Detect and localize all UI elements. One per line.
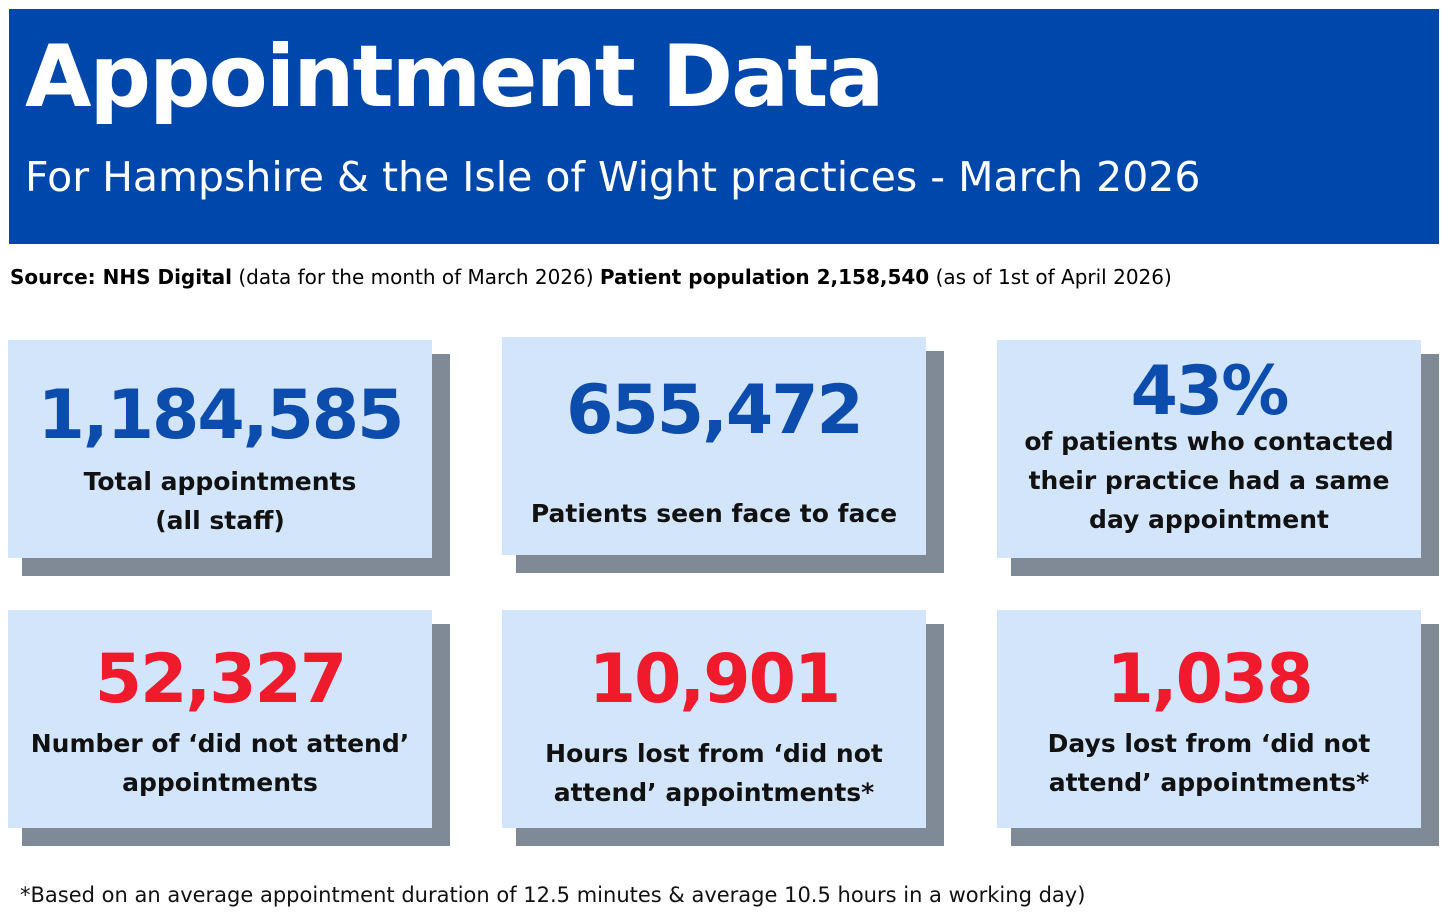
stat-label: Hours lost from ‘did not attend’ appoint… — [545, 739, 883, 807]
population-note: (as of 1st of April 2026) — [935, 265, 1172, 289]
stat-card-face-to-face: 655,472 Patients seen face to face — [502, 337, 944, 573]
stat-label: Days lost from ‘did not attend’ appointm… — [1047, 729, 1371, 797]
page-subtitle: For Hampshire & the Isle of Wight practi… — [25, 153, 1201, 201]
period-note: (data for the month of March 2026) — [238, 265, 594, 289]
stat-card-hours-lost: 10,901 Hours lost from ‘did not attend’ … — [502, 610, 944, 846]
card-body: 10,901 Hours lost from ‘did not attend’ … — [502, 610, 926, 828]
stat-value: 52,327 — [94, 640, 347, 719]
stat-value: 1,184,585 — [37, 376, 405, 455]
stat-card-dna-count: 52,327 Number of ‘did not attend’ appoin… — [8, 610, 450, 846]
source-label: Source: NHS Digital — [10, 265, 233, 289]
card-body: 655,472 Patients seen face to face — [502, 337, 926, 555]
card-body: 43% of patients who contacted their prac… — [997, 340, 1421, 558]
card-body: 1,184,585 Total appointments (all staff) — [8, 340, 432, 558]
card-body: 52,327 Number of ‘did not attend’ appoin… — [8, 610, 432, 828]
stat-value: 43% — [1130, 352, 1290, 431]
population-label: Patient population 2,158,540 — [599, 265, 930, 289]
stat-card-total-appointments: 1,184,585 Total appointments (all staff) — [8, 340, 450, 576]
footnote: *Based on an average appointment duratio… — [20, 883, 1086, 907]
stat-value: 10,901 — [588, 640, 841, 719]
stat-label: Patients seen face to face — [530, 499, 898, 528]
source-line: Source: NHS Digital (data for the month … — [10, 262, 1440, 292]
stat-value: 655,472 — [566, 371, 864, 450]
stat-card-days-lost: 1,038 Days lost from ‘did not attend’ ap… — [997, 610, 1439, 846]
stat-card-same-day: 43% of patients who contacted their prac… — [997, 340, 1439, 576]
stat-label: Total appointments — [83, 467, 357, 496]
stat-label-line2: (all staff) — [155, 506, 285, 535]
stat-label: Number of ‘did not attend’ appointments — [30, 729, 410, 797]
page-title: Appointment Data — [25, 27, 884, 127]
stat-label: of patients who contacted their practice… — [1024, 427, 1394, 534]
card-body: 1,038 Days lost from ‘did not attend’ ap… — [997, 610, 1421, 828]
stat-value: 1,038 — [1106, 640, 1313, 719]
header-banner: Appointment Data For Hampshire & the Isl… — [9, 9, 1439, 244]
